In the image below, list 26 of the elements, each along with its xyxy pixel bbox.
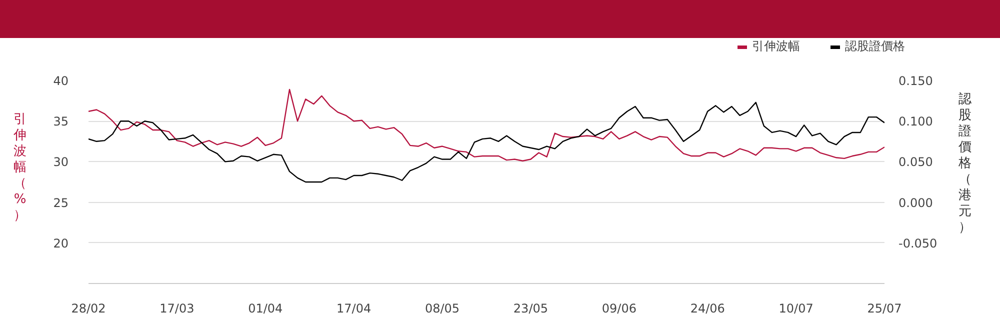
x-tick-label: 09/06 bbox=[602, 302, 636, 316]
y2-tick-label: 0.050 bbox=[898, 155, 933, 170]
x-tick-label: 10/07 bbox=[778, 302, 814, 316]
y2-tick-label: 0.000 bbox=[898, 196, 933, 210]
x-tick-label: 24/06 bbox=[690, 302, 725, 316]
legend-label: 認股證價格 bbox=[845, 38, 905, 55]
y2-tick-label: 0.150 bbox=[898, 74, 933, 88]
y2-tick-label: -0.050 bbox=[898, 236, 938, 250]
x-tick-label: 17/04 bbox=[336, 302, 372, 316]
x-tick-label: 01/04 bbox=[248, 302, 283, 316]
y2-tick-label: 0.100 bbox=[898, 114, 933, 129]
line-series bbox=[88, 102, 884, 183]
y-axis-title: 引伸波幅（%） bbox=[12, 111, 28, 224]
x-tick-label: 23/05 bbox=[513, 302, 548, 316]
y-tick-label: 30 bbox=[53, 155, 69, 170]
y-tick-label: 20 bbox=[53, 236, 69, 250]
x-tick-label: 25/07 bbox=[867, 302, 902, 316]
y-tick-label: 35 bbox=[53, 114, 69, 129]
y-tick-label: 25 bbox=[53, 196, 69, 210]
x-tick-label: 17/03 bbox=[160, 302, 194, 316]
text: 認股證價格（港元） bbox=[958, 92, 972, 235]
x-tick-label: 28/02 bbox=[71, 302, 106, 316]
line-series bbox=[88, 88, 884, 162]
x-tick-label: 08/05 bbox=[424, 302, 460, 316]
y-tick-label: 40 bbox=[53, 74, 69, 88]
legend-label: 引伸波幅 bbox=[752, 38, 800, 55]
